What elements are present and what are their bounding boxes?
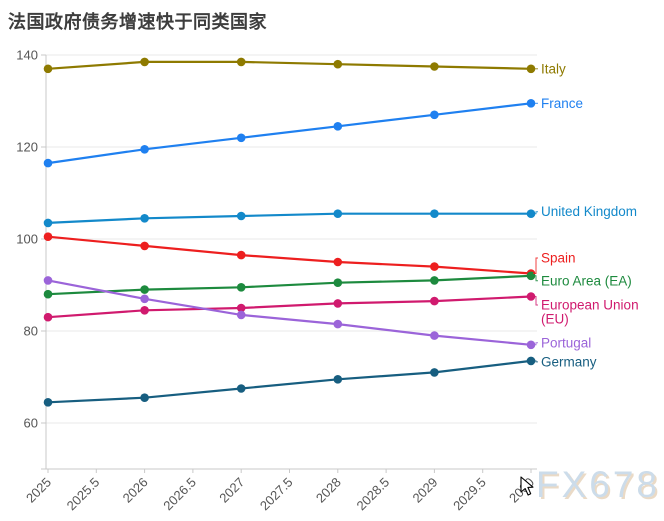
data-point-united-kingdom [333,209,343,218]
data-point-united-kingdom [43,218,53,228]
data-point-italy [43,64,53,74]
y-axis-tick-label: 100 [16,232,38,247]
chart-title: 法国政府债务增速快于同类国家 [8,12,267,32]
x-axis-tick-label: 2029.5 [450,475,489,514]
data-point-france [236,133,246,143]
series-european-union-eu [43,292,536,322]
watermark: FX678 [535,464,660,505]
legend-label-european-union-eu: European Union [541,298,639,313]
data-point-portugal [526,340,536,350]
data-point-portugal [333,319,343,329]
data-point-france [430,110,439,120]
legend-spain: Spain [533,251,576,274]
data-point-european-union-eu [236,303,246,313]
series-spain [43,232,536,278]
data-point-italy [140,57,149,67]
x-axis-tick-label: 2028 [313,475,344,506]
data-point-italy [526,64,536,74]
data-point-european-union-eu [140,306,149,315]
data-point-france [140,145,149,154]
mouse-cursor-icon [520,476,534,496]
data-point-united-kingdom [526,209,536,218]
legend-united-kingdom: United Kingdom [533,204,637,219]
legend-label-italy: Italy [541,61,566,76]
series-france [43,99,536,168]
data-point-france [333,122,343,131]
x-axis-tick-label: 2025 [23,475,54,506]
data-point-germany [236,384,246,393]
data-point-european-union-eu [430,296,439,306]
y-axis-tick-label: 120 [16,140,38,155]
data-point-spain [236,250,246,260]
legend-germany: Germany [533,354,597,369]
data-point-germany [430,368,439,377]
legend-label-euro-area-ea: Euro Area (EA) [541,273,632,288]
legend-label-germany: Germany [541,354,597,369]
series-germany [43,356,536,407]
legend-france: France [533,96,583,111]
data-point-spain [140,241,149,251]
legend-label-spain: Spain [541,251,576,266]
y-axis-tick-label: 60 [24,416,38,431]
legend-label-united-kingdom: United Kingdom [541,204,637,219]
data-point-european-union-eu [526,292,536,301]
data-point-spain [430,262,439,271]
data-point-france [526,99,536,108]
y-axis-tick-label: 80 [24,324,38,339]
legend-label-european-union-eu: (EU) [541,312,569,327]
series-united-kingdom [43,209,536,228]
data-point-italy [430,62,439,71]
x-axis-tick-label: 2026 [120,475,151,506]
data-point-portugal [140,294,149,304]
data-point-italy [236,57,246,67]
data-point-euro-area-ea [236,283,246,292]
data-point-germany [140,393,149,403]
data-point-italy [333,59,343,69]
x-axis-tick-label: 2026.5 [160,475,199,514]
gridlines: 60 80 100 120 140 [16,48,537,431]
x-axis-tick-label: 2028.5 [353,475,392,514]
x-axis-tick-label: 2025.5 [64,475,103,514]
series-portugal [43,276,536,350]
data-point-united-kingdom [140,214,149,223]
x-axis-tick-label: 2029 [409,475,440,506]
data-point-euro-area-ea [43,289,53,299]
legend-european-union-eu: European Union(EU) [533,296,639,327]
legend-label-portugal: Portugal [541,335,591,350]
data-point-euro-area-ea [430,276,439,285]
x-axis-labels: 2025 2025.5 2026 2026.5 2027 2027.5 2028 2028.5… [23,469,537,513]
x-axis-tick-label: 2027.5 [257,475,296,514]
series-italy [43,57,536,74]
x-axis-tick-label: 2027 [216,475,247,506]
axes [41,55,537,470]
legend-euro-area-ea: Euro Area (EA) [533,273,632,288]
data-point-united-kingdom [236,211,246,221]
data-point-portugal [43,276,53,285]
y-axis-tick-label: 140 [16,48,38,63]
legend-italy: Italy [533,61,566,76]
data-point-spain [333,257,343,267]
data-point-france [43,158,53,168]
data-point-spain [43,232,53,241]
data-point-germany [43,398,53,407]
data-point-germany [333,375,343,384]
data-point-euro-area-ea [140,285,149,294]
legend-portugal: Portugal [533,335,591,350]
data-point-euro-area-ea [333,278,343,288]
data-point-european-union-eu [43,312,53,322]
data-point-portugal [236,310,246,320]
data-point-germany [526,356,536,366]
legend-label-france: France [541,96,583,111]
data-point-european-union-eu [333,299,343,308]
series-euro-area-ea [43,271,536,299]
data-point-portugal [430,331,439,340]
data-point-united-kingdom [430,209,439,218]
